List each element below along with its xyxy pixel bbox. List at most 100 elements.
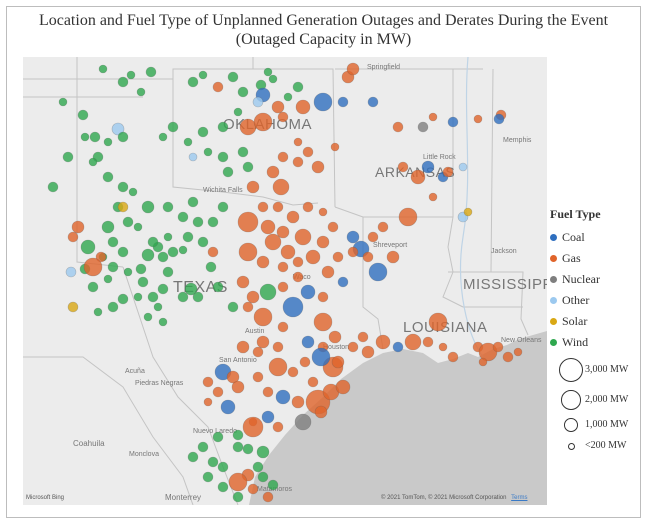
outage-bubble-gas[interactable]	[231, 380, 245, 394]
outage-bubble-solar[interactable]	[463, 207, 473, 217]
outage-bubble-wind[interactable]	[133, 222, 143, 232]
outage-bubble-gas[interactable]	[236, 275, 250, 289]
outage-bubble-gas[interactable]	[286, 210, 300, 224]
outage-bubble-gas[interactable]	[331, 355, 345, 369]
outage-bubble-gas[interactable]	[277, 151, 289, 163]
outage-bubble-gas[interactable]	[292, 156, 304, 168]
outage-bubble-wind[interactable]	[212, 281, 224, 293]
outage-bubble-gas[interactable]	[246, 290, 260, 304]
outage-bubble-wind[interactable]	[126, 70, 136, 80]
outage-bubble-wind[interactable]	[123, 267, 133, 277]
outage-bubble-gas[interactable]	[473, 114, 483, 124]
outage-bubble-gas[interactable]	[272, 341, 284, 353]
outage-bubble-gas[interactable]	[71, 220, 85, 234]
outage-bubble-gas[interactable]	[478, 342, 498, 362]
outage-bubble-gas[interactable]	[307, 376, 319, 388]
outage-bubble-wind[interactable]	[122, 216, 134, 228]
outage-bubble-wind[interactable]	[107, 301, 119, 313]
outage-bubble-gas[interactable]	[268, 357, 288, 377]
outage-bubble-wind[interactable]	[217, 461, 229, 473]
outage-bubble-other[interactable]	[65, 266, 77, 278]
outage-bubble-wind[interactable]	[141, 200, 155, 214]
legend-item-other[interactable]: Other	[550, 290, 640, 311]
outage-bubble-gas[interactable]	[428, 192, 438, 202]
outage-bubble-wind[interactable]	[217, 201, 229, 213]
outage-bubble-gas[interactable]	[277, 111, 289, 123]
outage-bubble-gas[interactable]	[83, 257, 103, 277]
outage-bubble-gas[interactable]	[302, 146, 314, 158]
outage-bubble-gas[interactable]	[292, 256, 304, 268]
outage-bubble-coal[interactable]	[261, 410, 275, 424]
outage-bubble-gas[interactable]	[367, 231, 379, 243]
outage-bubble-wind[interactable]	[147, 291, 159, 303]
outage-bubble-nuclear[interactable]	[294, 413, 312, 431]
outage-bubble-gas[interactable]	[428, 312, 448, 332]
outage-bubble-wind[interactable]	[233, 107, 243, 117]
outage-bubble-wind[interactable]	[58, 97, 68, 107]
outage-bubble-gas[interactable]	[256, 255, 270, 269]
outage-bubble-gas[interactable]	[262, 386, 274, 398]
outage-bubble-wind[interactable]	[202, 471, 214, 483]
outage-bubble-wind[interactable]	[177, 291, 189, 303]
outage-bubble-wind[interactable]	[242, 161, 254, 173]
outage-bubble-wind[interactable]	[187, 451, 199, 463]
outage-bubble-other[interactable]	[252, 96, 264, 108]
outage-bubble-wind[interactable]	[93, 307, 103, 317]
legend-item-gas[interactable]: Gas	[550, 248, 640, 269]
outage-bubble-wind[interactable]	[80, 132, 90, 142]
outage-bubble-wind[interactable]	[183, 137, 193, 147]
outage-bubble-wind[interactable]	[143, 312, 153, 322]
outage-bubble-gas[interactable]	[398, 207, 418, 227]
outage-bubble-wind[interactable]	[117, 131, 129, 143]
outage-bubble-gas[interactable]	[236, 340, 250, 354]
outage-bubble-wind[interactable]	[292, 81, 304, 93]
outage-bubble-wind[interactable]	[117, 293, 129, 305]
outage-bubble-wind[interactable]	[103, 137, 113, 147]
outage-bubble-wind[interactable]	[158, 132, 168, 142]
outage-bubble-gas[interactable]	[316, 235, 330, 249]
outage-bubble-wind[interactable]	[103, 274, 113, 284]
outage-bubble-gas[interactable]	[287, 366, 299, 378]
outage-bubble-gas[interactable]	[228, 472, 248, 492]
outage-bubble-gas[interactable]	[272, 421, 284, 433]
outage-bubble-wind[interactable]	[217, 481, 229, 493]
outage-bubble-gas[interactable]	[313, 312, 333, 332]
outage-bubble-gas[interactable]	[295, 99, 311, 115]
outage-bubble-gas[interactable]	[294, 228, 312, 246]
outage-bubble-other[interactable]	[111, 122, 125, 136]
outage-bubble-gas[interactable]	[95, 251, 107, 263]
outage-bubble-wind[interactable]	[227, 71, 239, 83]
outage-bubble-gas[interactable]	[305, 249, 321, 265]
outage-bubble-wind[interactable]	[101, 220, 115, 234]
outage-bubble-wind[interactable]	[157, 251, 169, 263]
outage-bubble-coal[interactable]	[493, 113, 505, 125]
outage-bubble-gas[interactable]	[386, 250, 400, 264]
outage-bubble-gas[interactable]	[347, 341, 359, 353]
legend-item-coal[interactable]: Coal	[550, 227, 640, 248]
outage-bubble-gas[interactable]	[252, 346, 264, 358]
outage-bubble-gas[interactable]	[317, 291, 329, 303]
outage-bubble-other[interactable]	[458, 162, 468, 172]
outage-bubble-wind[interactable]	[263, 67, 273, 77]
outage-bubble-wind[interactable]	[207, 216, 219, 228]
outage-bubble-gas[interactable]	[203, 397, 213, 407]
outage-bubble-wind[interactable]	[167, 246, 179, 258]
outage-bubble-wind[interactable]	[137, 276, 149, 288]
outage-bubble-gas[interactable]	[328, 330, 342, 344]
outage-bubble-gas[interactable]	[276, 225, 290, 239]
outage-bubble-gas[interactable]	[253, 307, 273, 327]
outage-bubble-gas[interactable]	[293, 137, 303, 147]
outage-bubble-wind[interactable]	[162, 266, 174, 278]
outage-bubble-wind[interactable]	[147, 236, 159, 248]
outage-bubble-wind[interactable]	[268, 74, 278, 84]
outage-bubble-wind[interactable]	[157, 283, 169, 295]
outage-bubble-wind[interactable]	[80, 239, 96, 255]
outage-bubble-wind[interactable]	[145, 66, 157, 78]
outage-bubble-wind[interactable]	[192, 216, 204, 228]
outage-bubble-wind[interactable]	[117, 181, 129, 193]
outage-bubble-wind[interactable]	[205, 261, 217, 273]
outage-bubble-gas[interactable]	[357, 331, 369, 343]
outage-bubble-coal[interactable]	[337, 96, 349, 108]
outage-bubble-wind[interactable]	[141, 248, 155, 262]
outage-bubble-gas[interactable]	[67, 231, 79, 243]
